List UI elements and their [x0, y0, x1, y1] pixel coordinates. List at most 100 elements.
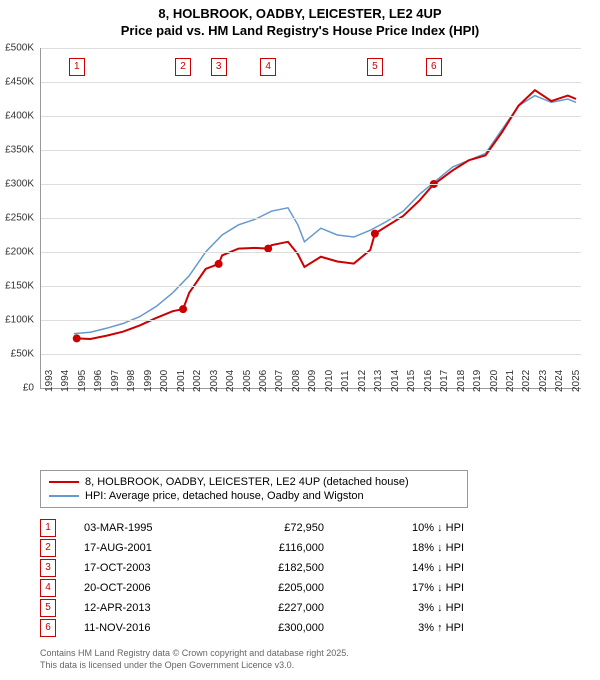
sales-date: 12-APR-2013: [84, 602, 214, 614]
legend-swatch: [49, 481, 79, 483]
marker-box: 2: [175, 58, 191, 76]
y-tick-label: £250K: [5, 213, 34, 224]
sales-marker: 1: [40, 519, 56, 537]
plot-area: 1 2 3 4 5 6: [40, 48, 581, 389]
sales-diff: 17% ↓ HPI: [364, 582, 464, 594]
series-line: [74, 96, 576, 334]
x-tick-label: 2019: [472, 370, 483, 392]
x-tick-label: 2020: [489, 370, 500, 392]
x-tick-label: 2006: [258, 370, 269, 392]
sales-row: 611-NOV-2016£300,0003% ↑ HPI: [40, 618, 464, 638]
x-tick-label: 2000: [159, 370, 170, 392]
marker-box: 1: [69, 58, 85, 76]
sales-row: 317-OCT-2003£182,50014% ↓ HPI: [40, 558, 464, 578]
x-tick-label: 2025: [571, 370, 582, 392]
sales-date: 11-NOV-2016: [84, 622, 214, 634]
gridline: [41, 184, 581, 185]
x-tick-label: 2022: [521, 370, 532, 392]
legend-row: 8, HOLBROOK, OADBY, LEICESTER, LE2 4UP (…: [49, 475, 459, 489]
x-tick-label: 1998: [126, 370, 137, 392]
marker-box: 3: [211, 58, 227, 76]
sales-table: 1 03-MAR-1995£72,95010% ↓ HPI 2 17-AUG-2001…: [40, 518, 464, 638]
x-tick-label: 1994: [60, 370, 71, 392]
sales-diff: 18% ↓ HPI: [364, 542, 464, 554]
footer-line1: Contains HM Land Registry data © Crown c…: [40, 648, 349, 660]
x-tick-label: 2017: [439, 370, 450, 392]
legend: 8, HOLBROOK, OADBY, LEICESTER, LE2 4UP (…: [40, 470, 468, 508]
gridline: [41, 48, 581, 49]
sales-marker: 5: [40, 599, 56, 617]
x-tick-label: 2010: [324, 370, 335, 392]
gridline: [41, 150, 581, 151]
sales-diff: 10% ↓ HPI: [364, 522, 464, 534]
title-line1: 8, HOLBROOK, OADBY, LEICESTER, LE2 4UP: [0, 6, 600, 23]
sale-dot: [73, 334, 81, 342]
footer-line2: This data is licensed under the Open Gov…: [40, 660, 349, 672]
title-line2: Price paid vs. HM Land Registry's House …: [0, 23, 600, 40]
x-tick-label: 2011: [340, 370, 351, 392]
sales-diff: 14% ↓ HPI: [364, 562, 464, 574]
x-tick-label: 1999: [143, 370, 154, 392]
sales-price: £72,950: [214, 522, 364, 534]
x-tick-label: 2018: [456, 370, 467, 392]
x-tick-label: 2014: [390, 370, 401, 392]
sales-row: 2 17-AUG-2001£116,00018% ↓ HPI: [40, 538, 464, 558]
sale-dot: [215, 260, 223, 268]
x-tick-label: 2001: [176, 370, 187, 392]
marker-box: 5: [367, 58, 383, 76]
y-tick-label: £0: [23, 383, 34, 394]
sale-dot: [179, 305, 187, 313]
gridline: [41, 252, 581, 253]
sale-dot: [371, 230, 379, 238]
marker-box: 4: [260, 58, 276, 76]
x-tick-label: 2015: [406, 370, 417, 392]
sales-date: 17-AUG-2001: [84, 542, 214, 554]
x-tick-label: 2004: [225, 370, 236, 392]
sales-row: 4 20-OCT-2006£205,00017% ↓ HPI: [40, 578, 464, 598]
sales-diff: 3% ↑ HPI: [364, 622, 464, 634]
x-tick-label: 2008: [291, 370, 302, 392]
y-tick-label: £400K: [5, 111, 34, 122]
gridline: [41, 354, 581, 355]
sales-marker: 2: [40, 539, 56, 557]
sales-price: £116,000: [214, 542, 364, 554]
sales-date: 20-OCT-2006: [84, 582, 214, 594]
y-tick-label: £150K: [5, 281, 34, 292]
x-tick-label: 1997: [110, 370, 121, 392]
legend-label: 8, HOLBROOK, OADBY, LEICESTER, LE2 4UP (…: [85, 476, 409, 488]
sales-price: £205,000: [214, 582, 364, 594]
sales-row: 1 03-MAR-1995£72,95010% ↓ HPI: [40, 518, 464, 538]
sales-date: 17-OCT-2003: [84, 562, 214, 574]
footer: Contains HM Land Registry data © Crown c…: [40, 648, 349, 671]
sales-price: £227,000: [214, 602, 364, 614]
y-tick-label: £50K: [11, 349, 34, 360]
sales-row: 5 12-APR-2013£227,0003% ↓ HPI: [40, 598, 464, 618]
marker-box: 6: [426, 58, 442, 76]
series-line: [77, 90, 576, 339]
x-tick-label: 2023: [538, 370, 549, 392]
y-tick-label: £300K: [5, 179, 34, 190]
chart: 123456 £0£50K£100K£150K£200K£250K£300K£3…: [40, 48, 580, 428]
gridline: [41, 82, 581, 83]
x-tick-label: 2012: [357, 370, 368, 392]
legend-label: HPI: Average price, detached house, Oadb…: [85, 490, 364, 502]
x-tick-label: 2013: [373, 370, 384, 392]
x-tick-label: 2016: [423, 370, 434, 392]
x-tick-label: 2003: [209, 370, 220, 392]
sales-marker: 6: [40, 619, 56, 637]
gridline: [41, 286, 581, 287]
x-tick-label: 1996: [93, 370, 104, 392]
sales-price: £182,500: [214, 562, 364, 574]
y-tick-label: £500K: [5, 43, 34, 54]
gridline: [41, 116, 581, 117]
x-tick-label: 2009: [307, 370, 318, 392]
y-tick-label: £100K: [5, 315, 34, 326]
sales-marker: 4: [40, 579, 56, 597]
sales-diff: 3% ↓ HPI: [364, 602, 464, 614]
sales-date: 03-MAR-1995: [84, 522, 214, 534]
legend-swatch: [49, 495, 79, 497]
x-tick-label: 2021: [505, 370, 516, 392]
x-tick-label: 2007: [274, 370, 285, 392]
gridline: [41, 320, 581, 321]
x-tick-label: 1993: [44, 370, 55, 392]
